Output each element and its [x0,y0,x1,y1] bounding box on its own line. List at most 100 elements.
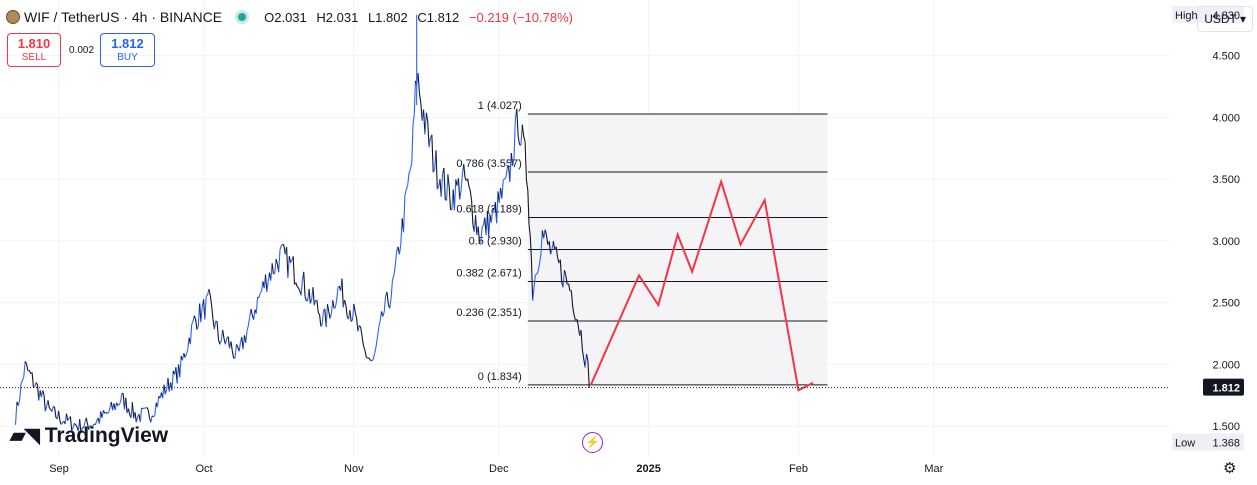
price-segment [424,112,427,135]
price-segment [535,273,538,276]
price-segment [187,337,190,350]
price-segment [570,290,574,308]
price-segment [513,117,516,159]
price-segment [253,309,256,320]
price-segment [317,312,320,315]
price-segment [378,321,381,328]
price-segment [402,195,406,233]
price-segment [521,124,525,137]
fib-level-label: 0.236 (2.351) [456,307,521,319]
currency-select[interactable]: USDT ▾ [1197,6,1253,32]
price-segment [425,112,429,122]
price-segment [135,416,139,423]
price-segment [371,359,374,362]
price-segment [471,200,474,225]
x-tick-label: Mar [924,463,943,475]
price-segment [92,423,95,427]
price-segment [24,361,28,365]
price-segment [334,299,338,308]
price-segment [48,407,52,410]
price-segment [196,325,199,330]
price-segment [358,325,362,328]
price-segment [372,353,376,360]
price-segment [321,310,325,325]
symbol-title[interactable]: WIF / TetherUS · 4h · BINANCE [24,9,223,25]
price-segment [332,300,335,309]
price-segment [502,178,505,181]
ohlc-values: O2.031 H2.031 L1.802 C1.812 −0.219 (−10.… [264,10,579,25]
price-segment [427,121,430,148]
price-segment [330,300,334,314]
price-segment [245,330,248,343]
wif-coin-icon [6,10,20,24]
high-label: High [1175,10,1198,22]
price-segment [42,390,45,396]
price-segment [512,157,515,166]
price-segment [488,214,491,238]
price-segment [326,304,330,312]
price-segment [242,335,245,350]
price-segment [319,314,322,327]
price-segment [460,174,463,191]
price-segment [151,415,154,418]
price-segment [105,412,108,414]
price-segment [145,406,148,409]
price-segment [428,137,432,148]
sell-button[interactable]: 1.810 SELL [7,33,61,67]
price-segment [205,294,208,297]
price-segment [568,283,571,292]
price-segment [51,406,54,412]
price-segment [447,174,450,188]
price-segment [356,317,359,332]
price-segment [587,360,590,389]
price-segment [408,168,411,174]
price-segment [278,249,281,273]
y-tick-label: 2.500 [1212,298,1240,310]
price-segment [193,315,197,320]
price-segment [404,189,407,196]
projection-path[interactable] [589,178,814,392]
price-segment [453,179,457,211]
fib-level-label: 0.5 (2.930) [469,235,522,247]
y-tick-label: 4.500 [1212,51,1240,63]
price-segment [517,136,521,145]
market-status-icon [238,13,247,21]
price-segment [501,179,504,199]
price-segment [309,299,313,304]
fib-level-label: 1 (4.027) [478,100,522,112]
price-segment [563,270,567,276]
gear-icon[interactable]: ⚙ [1223,460,1237,477]
tradingview-logo: ▰◥ TradingView [10,423,168,448]
price-segment [420,102,423,121]
price-segment [431,134,434,173]
lightning-icon[interactable]: ⚡ [582,432,603,453]
buy-button[interactable]: 1.812 BUY [100,33,155,67]
price-segment [463,164,466,178]
price-segment [146,407,149,411]
price-segment [171,370,174,391]
price-segment [577,325,581,336]
high-value: H2.031 [316,9,359,25]
price-segment [279,245,282,250]
price-segment [411,124,414,163]
price-segment [559,259,563,282]
price-axis[interactable] [1170,0,1257,485]
price-segment [540,230,543,255]
price-segment [349,309,352,322]
price-segment [520,124,523,146]
price-segment [274,259,277,274]
price-segment [164,389,168,395]
price-segment [584,354,588,368]
price-segment [195,319,198,330]
price-segment [303,271,306,297]
price-segment [336,287,339,300]
price-segment [156,396,160,408]
price-segment [313,300,317,306]
buy-label: BUY [117,52,138,63]
y-tick-label: 2.000 [1212,359,1240,371]
price-segment [532,287,535,301]
low-label: Low [1175,437,1195,449]
price-segment [329,313,332,319]
price-segment [94,420,98,425]
